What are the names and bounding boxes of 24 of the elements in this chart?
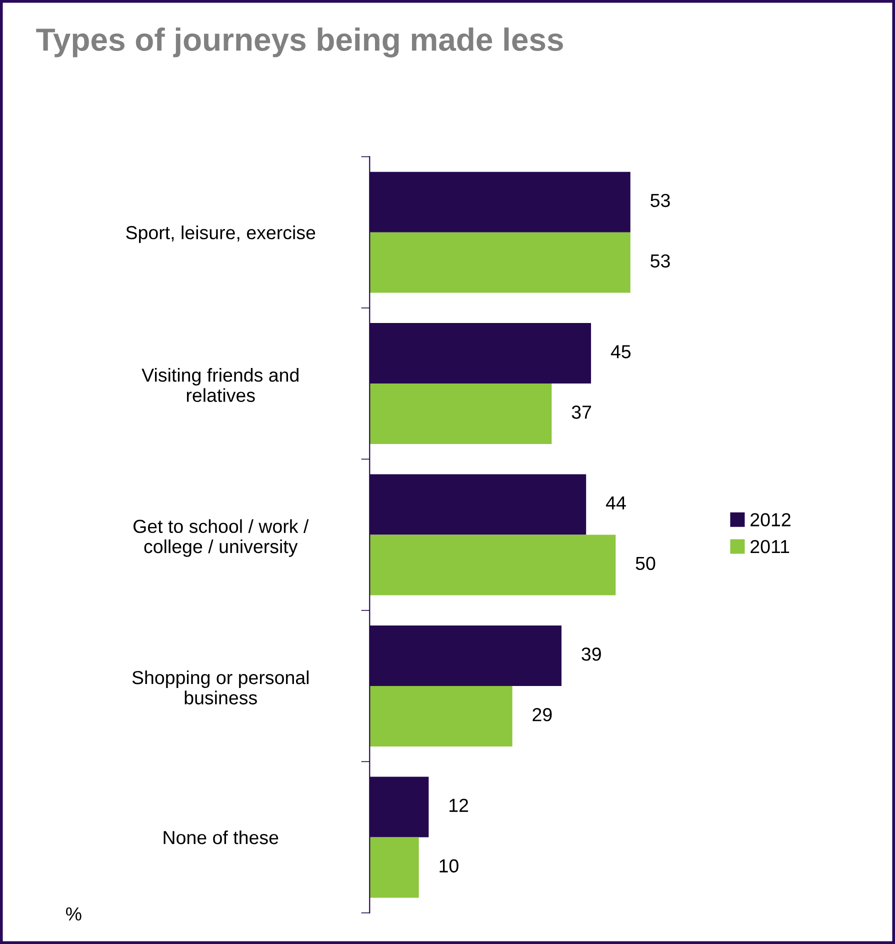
data-label: 12 [450, 798, 468, 812]
legend-label: 2011 [750, 540, 790, 554]
text: % [66, 907, 82, 921]
bar [370, 686, 512, 746]
bar [370, 384, 552, 444]
bar [370, 534, 616, 596]
y-tick-label: Get to school / work / college / university [134, 519, 309, 557]
legend-label: 2012 [750, 513, 790, 526]
bar [370, 232, 630, 293]
y-tick-label: Sport, leisure, exercise [126, 226, 316, 244]
data-label: 39 [582, 648, 601, 661]
data-label: 53 [650, 194, 670, 208]
chart-title: Types of journeys being made less [36, 28, 563, 58]
data-label: 29 [532, 708, 552, 722]
data-label: 50 [636, 556, 656, 570]
y-tick-label: Shopping or personal business [132, 670, 308, 704]
y-tick-label: Visiting friends and relatives [142, 368, 298, 402]
data-label: 44 [606, 496, 626, 510]
data-label: 10 [440, 859, 458, 873]
y-tick-label: None of these [164, 830, 278, 844]
data-label: 53 [650, 254, 670, 268]
bar [370, 837, 419, 898]
data-label: 45 [610, 345, 631, 358]
data-label: 37 [572, 406, 592, 419]
